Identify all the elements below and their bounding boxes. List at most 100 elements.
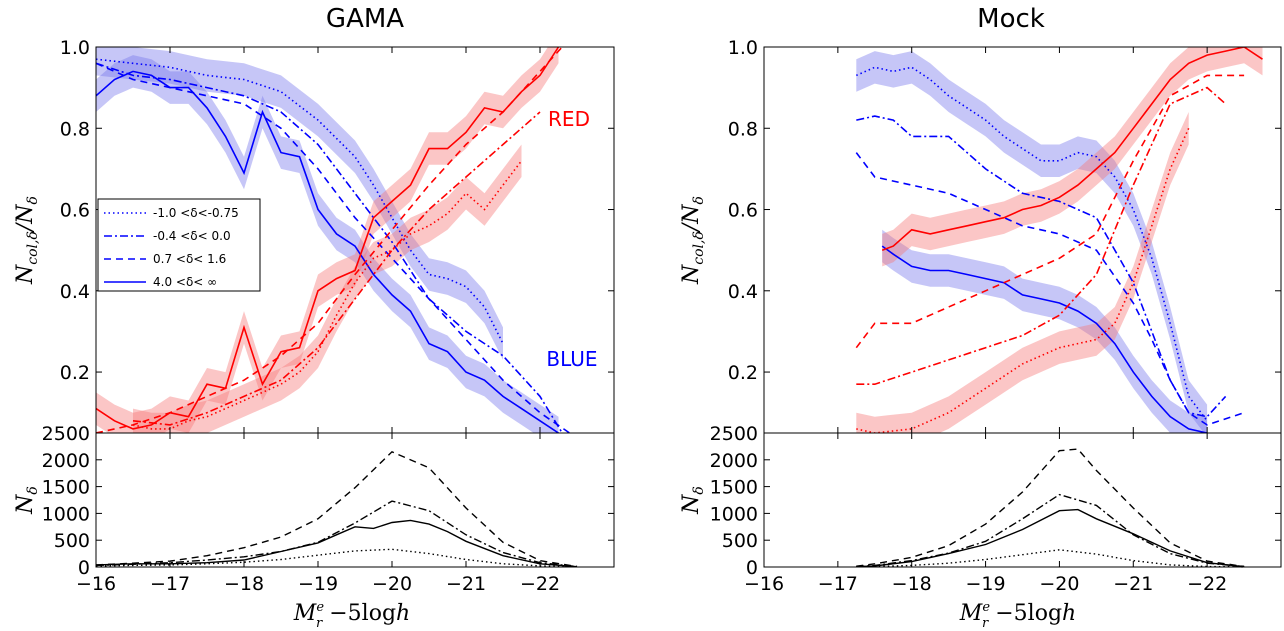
ytick-label: 500 [54,530,90,552]
legend-label-3: 0.7 <δ< 1.6 [153,252,226,266]
xtick-label: −19 [966,573,1006,595]
gama-xlabel: Me r −5logh [293,600,410,631]
ytick-label: 0.4 [60,281,90,303]
left-band-blue-dotted [96,47,503,360]
gama-count-yticks: 0 500 1000 1500 2000 2500 [42,423,614,579]
ytick-label: 2000 [710,450,758,472]
ytick-label: 0.6 [728,200,758,222]
svg-text:Ncol,δ/Nδ: Ncol,δ/Nδ [679,196,707,285]
gama-ratio-lines [96,47,571,433]
ytick-label: 0.2 [60,362,90,384]
svg-text:Mer −5logh: Me r −5logh [959,600,1076,631]
ytick-label: 2500 [710,423,758,445]
right-count-line-dashed [856,448,1245,568]
ytick-label: 0.2 [728,362,758,384]
ytick-label: 1500 [42,477,90,499]
gama-count-frame [95,432,615,568]
mock-ratio-bands [856,47,1263,433]
left-band-red-dotted [133,144,522,433]
gama-panel: GAMA 0.2 0.4 0.6 0.8 1.0 0 500 1000 1500 2000 250… [13,4,615,631]
right-line-blue-solid [881,245,1208,433]
left-line-red-dashed [96,47,563,433]
mock-ratio-yticks: 0.2 0.4 0.6 0.8 1.0 [728,37,1281,384]
xtick-label: −17 [818,573,858,595]
right-line-blue-dashed [855,152,1245,426]
ytick-label: 0.8 [728,118,758,140]
svg-text:Ncol,δ/Nδ: Ncol,δ/Nδ [13,196,41,285]
left-band-blue-solid [96,55,559,433]
ytick-label: 2000 [42,450,90,472]
left-line-red-solid [96,47,560,430]
xtick-label: −22 [1187,573,1227,595]
left-count-line-dashed [95,450,578,568]
ytick-label: 0 [746,557,758,579]
xtick-label: −20 [1039,573,1079,595]
mock-count-yticks: 0 500 1000 1500 2000 2500 [710,423,1281,579]
svg-text:Nδ: Nδ [13,486,41,515]
mock-ratio-ylabel: Ncol,δ/Nδ [679,196,707,285]
right-band-red-solid [882,47,1263,267]
right-band-blue-solid [882,229,1208,433]
ytick-label: 0.8 [60,118,90,140]
left-line-blue-dashdot [96,62,563,433]
xtick-label: −20 [372,573,412,595]
blue-annotation: BLUE [546,347,597,371]
left-band-red-solid [96,47,559,433]
mock-title: Mock [977,4,1045,34]
ytick-label: 1000 [710,503,758,525]
left-line-blue-dashed [96,62,571,433]
right-line-red-solid [881,47,1263,251]
gama-ratio-bands [96,47,559,433]
xtick-label: −16 [76,573,116,595]
ytick-label: 1.0 [728,37,758,59]
mock-ratio-lines [855,47,1263,433]
left-count-line-solid [95,519,578,568]
red-annotation: RED [548,107,590,131]
gama-count-lines [95,450,578,568]
ytick-label: 500 [722,530,758,552]
xtick-label: −22 [520,573,560,595]
legend-box [97,198,261,292]
legend-label-1: -1.0 <δ<-0.75 [153,206,239,220]
ytick-label: 1500 [710,477,758,499]
xtick-label: −21 [1113,573,1153,595]
mock-xticks: −16 −17 −18 −19 −20 −21 −22 [744,47,1227,595]
right-line-blue-dotted [855,66,1208,422]
right-line-red-dotted [856,127,1190,433]
right-count-line-dotted [856,549,1245,568]
xtick-label: −17 [150,573,190,595]
left-line-red-dashdot [132,111,541,426]
left-line-blue-dotted [96,58,504,344]
right-line-blue-dashdot [856,115,1227,418]
mock-count-lines [856,448,1245,568]
ytick-label: 1000 [42,503,90,525]
ytick-label: 2500 [42,423,90,445]
ytick-label: 0.6 [60,200,90,222]
ytick-label: 1.0 [60,37,90,59]
xtick-label: −19 [298,573,338,595]
xtick-label: −18 [892,573,932,595]
left-count-line-dashdot [95,500,578,568]
mock-count-ylabel: Nδ [679,486,707,515]
xtick-label: −16 [744,573,784,595]
xtick-label: −18 [224,573,264,595]
mock-xlabel: Me r −5logh [959,600,1076,631]
ytick-label: 0 [78,557,90,579]
right-line-red-dashdot [856,86,1227,385]
xtick-label: −21 [446,573,486,595]
left-line-blue-solid [96,70,559,433]
right-line-red-dashed [855,74,1245,349]
mock-count-frame [763,432,1282,568]
gama-count-ylabel: Nδ [13,486,41,515]
legend-label-2: -0.4 <δ< 0.0 [153,229,231,243]
gama-ratio-ylabel: Ncol,δ/Nδ [13,196,41,285]
right-count-line-dashdot [856,493,1245,568]
gama-xticks: −16 −17 −18 −19 −20 −21 −22 [76,47,560,595]
mock-panel: Mock 0.2 0.4 0.6 0.8 1.0 0 500 1000 1500 2000 250… [679,4,1282,631]
ytick-label: 0.4 [728,281,758,303]
svg-text:Mer −5logh: Me r −5logh [293,600,410,631]
svg-text:Nδ: Nδ [679,486,707,515]
legend-label-4: 4.0 <δ< ∞ [153,275,217,289]
gama-title: GAMA [326,4,404,34]
